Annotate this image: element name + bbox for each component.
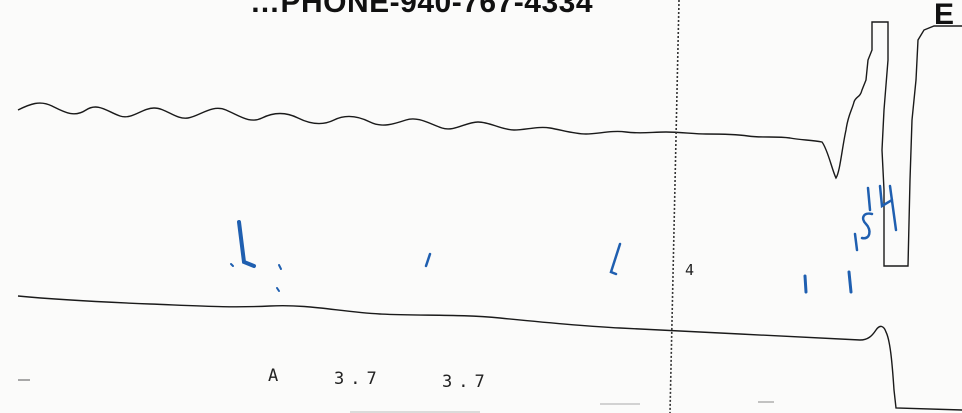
phone-header: …PHONE-940-767-4334 [250, 0, 594, 19]
pen-stroke [276, 264, 282, 292]
measurement-value: 3.7 [442, 372, 491, 392]
pen-stroke [609, 242, 622, 276]
pen-stroke [860, 212, 874, 240]
pen-stroke [230, 263, 234, 267]
pen-stroke [424, 252, 432, 268]
pen-stroke [847, 270, 853, 294]
lower-waveform [17, 295, 962, 411]
lead-label: A [268, 366, 279, 386]
handwritten-pen-marks [230, 184, 898, 294]
timing-marker-line [669, 0, 680, 413]
pen-stroke [853, 232, 859, 252]
pen-stroke [803, 274, 808, 294]
measurement-value: 3.7 [334, 369, 383, 389]
channel-marker: 4 [685, 261, 695, 279]
corner-text: E [934, 0, 955, 31]
upper-waveform [17, 21, 962, 267]
pen-stroke [878, 184, 898, 232]
pen-stroke [866, 186, 872, 212]
pen-stroke [237, 220, 256, 268]
